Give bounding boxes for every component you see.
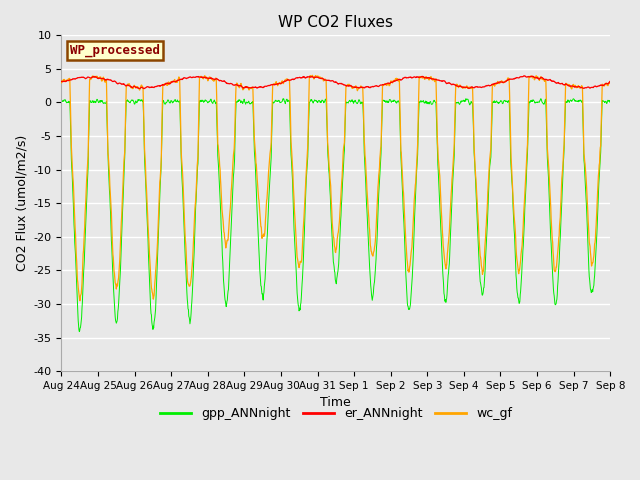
- Title: WP CO2 Fluxes: WP CO2 Fluxes: [278, 15, 394, 30]
- Legend: gpp_ANNnight, er_ANNnight, wc_gf: gpp_ANNnight, er_ANNnight, wc_gf: [154, 402, 517, 425]
- Y-axis label: CO2 Flux (umol/m2/s): CO2 Flux (umol/m2/s): [15, 135, 28, 271]
- X-axis label: Time: Time: [321, 396, 351, 409]
- Text: WP_processed: WP_processed: [70, 44, 159, 57]
